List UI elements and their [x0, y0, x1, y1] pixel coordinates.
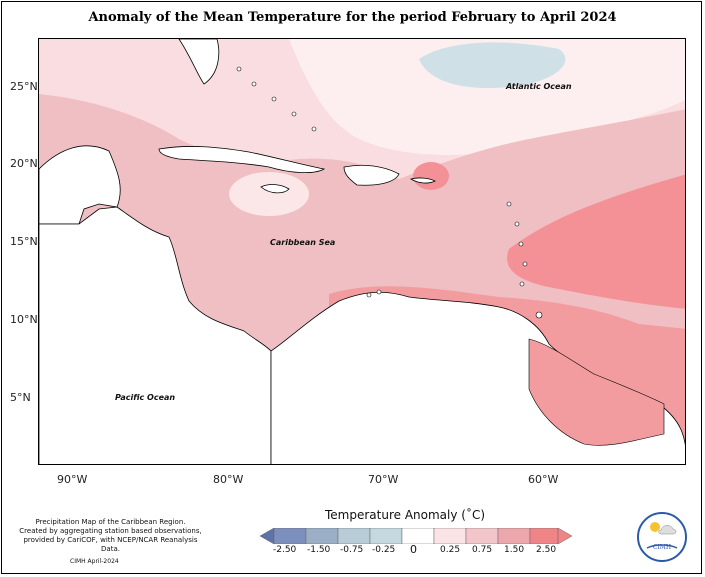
legend-tick-8: 1.50 — [504, 545, 525, 555]
island-bahamas-3 — [271, 96, 277, 102]
anomaly-band-near-zero — [289, 39, 685, 155]
lon-label-60: 60°W — [528, 473, 559, 486]
island-bahamas-2 — [251, 81, 257, 87]
anomaly-band-warm-pr — [413, 162, 449, 190]
land-florida — [178, 39, 220, 85]
legend-swatch-5 — [401, 528, 435, 544]
legend-swatch-2 — [305, 528, 339, 544]
cimh-logo-graphic — [646, 522, 678, 549]
note-line-1: Precipitation Map of the Caribbean Regio… — [35, 518, 186, 526]
lat-label-20: 20°N — [10, 157, 38, 170]
lon-label-70: 70°W — [368, 473, 399, 486]
anomaly-band-warm-east — [507, 174, 685, 309]
legend-tick-9: 2.50 — [536, 545, 557, 555]
legend-tick-3: -0.75 — [340, 545, 364, 555]
legend-swatch-4 — [369, 528, 403, 544]
wave-icon — [646, 544, 678, 549]
island-lesser-antilles-1 — [506, 201, 512, 207]
island-lesser-antilles-4 — [522, 261, 528, 267]
map-title: Anomaly of the Mean Temperature for the … — [88, 10, 617, 25]
anomaly-band-guianas — [528, 338, 665, 446]
lon-label-90: 90°W — [57, 473, 88, 486]
label-pacific-ocean: Pacific Ocean — [115, 393, 176, 402]
land-cuba — [158, 146, 326, 173]
land-yucatan — [39, 145, 121, 225]
island-bahamas-4 — [291, 111, 297, 117]
legend-swatch-6 — [433, 528, 467, 544]
logo-text: CIMH — [652, 544, 672, 551]
legend-tick-5: 0 — [410, 543, 417, 556]
anomaly-band-cool — [419, 42, 566, 89]
credit-text: CIMH April-2024 — [70, 558, 119, 565]
label-caribbean-sea: Caribbean Sea — [270, 238, 336, 247]
legend-swatch-3 — [337, 528, 371, 544]
legend-tick-2: -1.50 — [307, 545, 331, 555]
land-hispaniola — [343, 164, 400, 186]
island-lesser-antilles-5 — [519, 281, 525, 287]
lon-label-80: 80°W — [213, 473, 244, 486]
legend-tick-1: -2.50 — [273, 545, 297, 555]
legend-arrow-right — [557, 528, 572, 544]
lat-label-5: 5°N — [10, 391, 31, 404]
label-atlantic-ocean: Atlantic Ocean — [506, 82, 572, 91]
island-abc-2 — [376, 289, 382, 295]
island-lesser-antilles-2 — [514, 221, 520, 227]
legend-tick-6: 0.25 — [440, 545, 461, 555]
island-trinidad — [535, 311, 543, 319]
land-jamaica — [260, 184, 290, 194]
legend-swatch-9 — [529, 528, 559, 544]
land-puerto-rico — [409, 177, 436, 184]
legend-tick-4: -0.25 — [372, 545, 396, 555]
island-abc-1 — [366, 292, 372, 298]
island-bahamas-1 — [236, 66, 242, 72]
cloud-icon — [658, 525, 677, 535]
anomaly-band-pale — [229, 172, 309, 216]
note-line-2: Created by aggregating station based obs… — [19, 527, 202, 535]
lat-label-25: 25°N — [10, 80, 38, 93]
lat-label-15: 15°N — [10, 235, 38, 248]
legend-tick-7: 0.75 — [472, 545, 493, 555]
legend-arrow-left — [260, 528, 275, 544]
island-lesser-antilles-3 — [518, 241, 524, 247]
lat-label-10: 10°N — [10, 313, 38, 326]
island-bahamas-5 — [311, 126, 317, 132]
sun-icon — [650, 522, 660, 532]
cimh-logo: CIMH — [637, 512, 687, 562]
legend-swatch-7 — [465, 528, 499, 544]
legend-swatch-1 — [273, 528, 307, 544]
legend-colorbar — [260, 528, 572, 544]
map-panel — [38, 38, 686, 465]
legend-title: Temperature Anomaly (˚C) — [324, 508, 486, 522]
legend-swatch-8 — [497, 528, 531, 544]
note-line-3: provided by CariCOF, with NCEP/NCAR Rean… — [23, 536, 198, 553]
land-central-america — [39, 206, 272, 464]
anomaly-map — [39, 39, 685, 464]
